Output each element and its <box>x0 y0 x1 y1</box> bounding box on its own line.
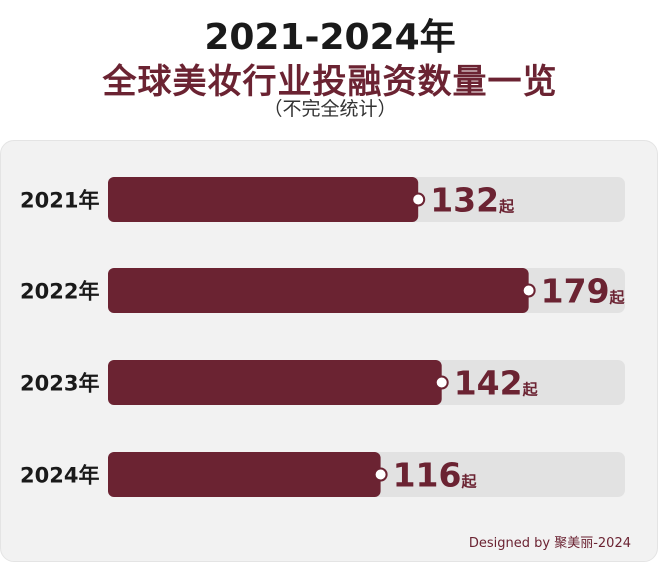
chart-note: （不完全统计） <box>263 98 397 120</box>
bar <box>108 360 442 405</box>
chart-subtitle: 全球美妆行业投融资数量一览 <box>102 62 558 102</box>
bar <box>108 177 419 222</box>
bar-end-marker <box>411 192 426 207</box>
bar <box>108 268 529 313</box>
bar <box>108 452 381 497</box>
category-label: 2021年 <box>20 189 99 213</box>
category-label: 2023年 <box>20 372 99 396</box>
bar-end-marker <box>373 467 388 482</box>
credit: Designed by 聚美丽-2024 <box>468 536 631 551</box>
category-label: 2022年 <box>20 280 99 304</box>
bar-end-marker <box>434 375 449 390</box>
category-label: 2024年 <box>20 464 99 488</box>
chart-title: 2021-2024年 <box>204 17 456 58</box>
bar-end-marker <box>521 283 536 298</box>
